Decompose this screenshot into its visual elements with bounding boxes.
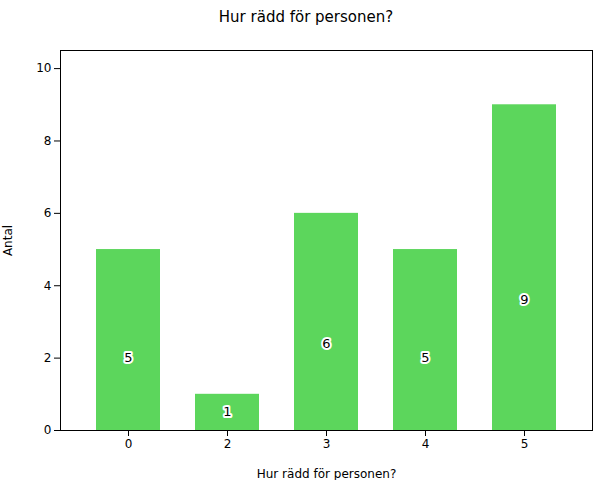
svg-text:6: 6 [322,336,330,351]
svg-text:4: 4 [422,437,430,451]
svg-text:0: 0 [44,423,52,437]
svg-text:6: 6 [44,206,52,220]
svg-text:4: 4 [44,279,52,293]
svg-text:2: 2 [224,437,232,451]
svg-text:Hur rädd för personen?: Hur rädd för personen? [257,467,397,481]
svg-text:5: 5 [421,350,429,365]
svg-text:3: 3 [323,437,331,451]
html-text:Hur rädd för personen?: Hur rädd för personen? [218,8,394,26]
svg-text:8: 8 [44,134,52,148]
svg-text:5: 5 [124,350,132,365]
svg-text:2: 2 [44,351,52,365]
svg-text:Antal: Antal [1,225,15,256]
svg-text:10: 10 [36,61,51,75]
svg-text:5: 5 [521,437,529,451]
svg-text:1: 1 [223,404,231,419]
svg-text:9: 9 [520,292,528,307]
svg-text:0: 0 [125,437,133,451]
